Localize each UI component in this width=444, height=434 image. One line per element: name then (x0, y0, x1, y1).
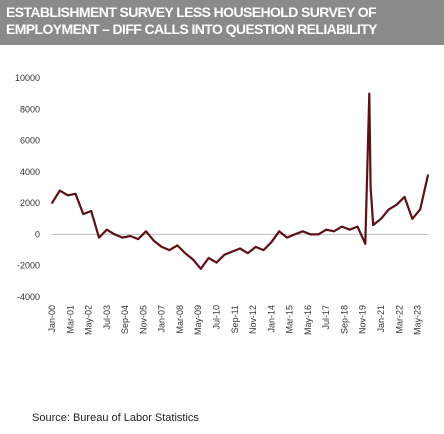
data-point (121, 236, 124, 239)
data-point (145, 230, 147, 233)
x-tick-label: Mar-08 (175, 305, 185, 334)
chart-title-line-2: EMPLOYMENT – DIFF CALLS INTO QUESTION RE… (6, 21, 378, 37)
data-point (348, 228, 351, 231)
x-tick-label: Mar-01 (65, 305, 75, 334)
x-tick-label: Sep-04 (120, 305, 130, 334)
x-tick-label: May-16 (303, 305, 313, 335)
data-point (388, 208, 390, 211)
y-tick-label: 10000 (15, 73, 40, 83)
x-tick-label: Mar-15 (285, 305, 295, 334)
data-point (309, 233, 312, 236)
y-tick-label: 8000 (20, 104, 40, 114)
data-point (356, 225, 359, 228)
data-point (176, 244, 179, 247)
y-tick-label: -2000 (17, 261, 40, 271)
data-point (231, 250, 233, 253)
x-tick-label: Jul-10 (212, 305, 222, 330)
x-tick-label: Jan-07 (157, 305, 167, 333)
data-point (317, 233, 320, 236)
data-point (364, 243, 367, 245)
data-point (254, 246, 257, 248)
data-point (129, 235, 132, 237)
x-tick-label: Sep-18 (339, 305, 349, 334)
data-point (395, 203, 398, 206)
data-point (207, 257, 210, 259)
x-tick-label: Sep-11 (230, 305, 240, 333)
x-tick-label: May-09 (193, 305, 203, 335)
x-tick-label: Nov-19 (358, 305, 368, 334)
series-group (51, 92, 430, 270)
series-line (51, 92, 430, 270)
data-point (286, 236, 288, 239)
x-tick-label: May-23 (413, 305, 423, 335)
data-point (411, 218, 414, 220)
title-bar: ESTABLISHMENT SURVEY LESS HOUSEHOLD SURV… (0, 0, 444, 45)
data-point (59, 189, 61, 192)
data-point (74, 193, 77, 195)
chart-title-line-1: ESTABLISHMENT SURVEY LESS HOUSEHOLD SURV… (6, 4, 377, 20)
x-tick-label: Jan-00 (47, 305, 57, 333)
data-point (200, 268, 202, 270)
data-point (247, 252, 249, 254)
line-chart: -4000 -2000 0 2000 4000 6000 8000 10000 Jan-00 M… (15, 73, 430, 335)
data-point (262, 249, 265, 251)
data-point (168, 249, 171, 251)
x-tick-label: Jul-17 (321, 305, 331, 330)
data-point (82, 213, 85, 215)
data-point (294, 233, 296, 236)
data-point (98, 236, 100, 239)
data-point (372, 224, 375, 226)
x-tick-label: Nov-05 (138, 305, 148, 334)
source-note: Source: Bureau of Labor Statistics (32, 412, 199, 424)
data-point (215, 261, 218, 264)
data-point (90, 210, 92, 212)
data-point (403, 196, 406, 198)
y-axis-ticks: -4000 -2000 0 2000 4000 6000 8000 10000 (15, 73, 40, 302)
x-tick-label: May-02 (84, 305, 94, 335)
data-point (223, 254, 226, 256)
data-point (106, 228, 108, 231)
data-point (239, 247, 241, 250)
y-tick-label: 2000 (20, 198, 40, 208)
chart-title: ESTABLISHMENT SURVEY LESS HOUSEHOLD SURV… (6, 4, 438, 38)
x-axis: Jan-00 Mar-01 May-02 Jul-03 Sep-04 Nov-05 Jan-… (47, 233, 428, 335)
data-point (153, 239, 155, 242)
data-point (368, 92, 371, 95)
data-point (427, 174, 429, 176)
data-point (137, 238, 139, 240)
data-point (333, 230, 335, 233)
data-point (301, 230, 304, 233)
data-point (113, 233, 116, 236)
y-tick-label: 6000 (20, 136, 40, 146)
data-point (369, 186, 372, 189)
y-tick-label: 4000 (20, 167, 40, 177)
data-point (184, 252, 186, 254)
y-tick-label: 0 (35, 229, 40, 239)
data-point (192, 258, 194, 261)
data-point (51, 202, 53, 204)
x-tick-label: Jul-03 (102, 305, 112, 330)
data-point (66, 194, 69, 197)
data-point (325, 228, 328, 231)
y-tick-label: -4000 (17, 292, 40, 302)
data-point (160, 246, 163, 248)
data-point (380, 218, 382, 220)
data-point (278, 230, 281, 233)
x-tick-label: Jan-14 (266, 305, 276, 333)
data-point (270, 241, 273, 244)
x-tick-label: Mar-22 (394, 305, 404, 334)
data-point (419, 208, 422, 211)
x-tick-label: Nov-12 (248, 305, 258, 334)
x-tick-label: Jan-21 (376, 305, 386, 333)
data-point (341, 225, 343, 228)
